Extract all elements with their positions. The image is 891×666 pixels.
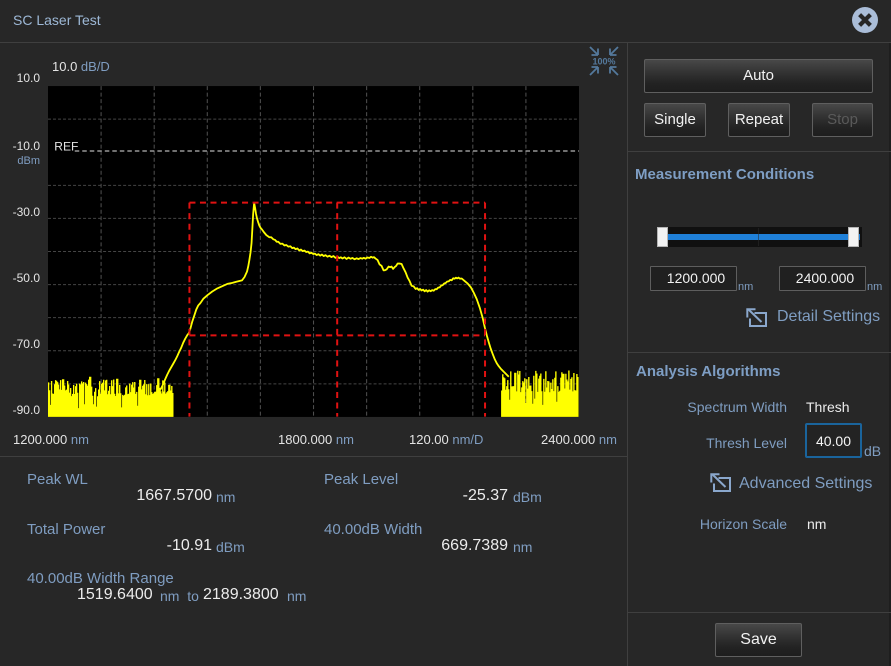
svg-text:REF: REF bbox=[54, 139, 78, 153]
svg-text:100%: 100% bbox=[592, 57, 615, 67]
